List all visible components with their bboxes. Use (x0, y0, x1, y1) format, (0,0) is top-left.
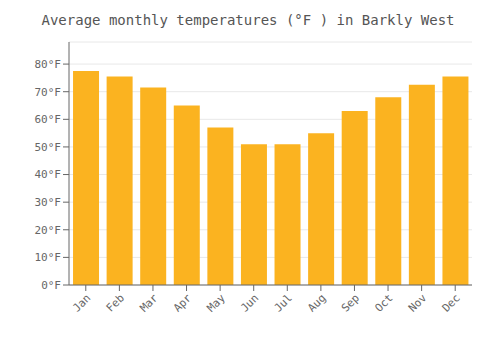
svg-text:30°F: 30°F (35, 196, 62, 209)
svg-text:80°F: 80°F (35, 58, 62, 71)
svg-text:Jun: Jun (238, 291, 261, 314)
svg-text:0°F: 0°F (41, 279, 61, 292)
svg-text:Apr: Apr (171, 291, 195, 315)
svg-text:Aug: Aug (305, 291, 328, 314)
svg-text:10°F: 10°F (35, 251, 62, 264)
svg-text:Nov: Nov (406, 291, 430, 315)
html-text:Average monthly temperatures (: Average monthly temperatures (°F ) in Ba… (41, 12, 455, 28)
svg-text:Sep: Sep (339, 291, 362, 314)
svg-text:Jul: Jul (272, 291, 295, 314)
svg-text:May: May (205, 291, 229, 315)
svg-text:Dec: Dec (440, 291, 463, 314)
svg-text:40°F: 40°F (35, 168, 62, 181)
svg-text:20°F: 20°F (35, 224, 62, 237)
svg-text:Feb: Feb (104, 291, 127, 314)
svg-text:50°F: 50°F (35, 141, 62, 154)
svg-text:Oct: Oct (372, 291, 395, 314)
svg-text:Jan: Jan (70, 291, 93, 314)
svg-text:60°F: 60°F (35, 113, 62, 126)
svg-text:70°F: 70°F (35, 86, 62, 99)
svg-text:Mar: Mar (137, 291, 161, 315)
